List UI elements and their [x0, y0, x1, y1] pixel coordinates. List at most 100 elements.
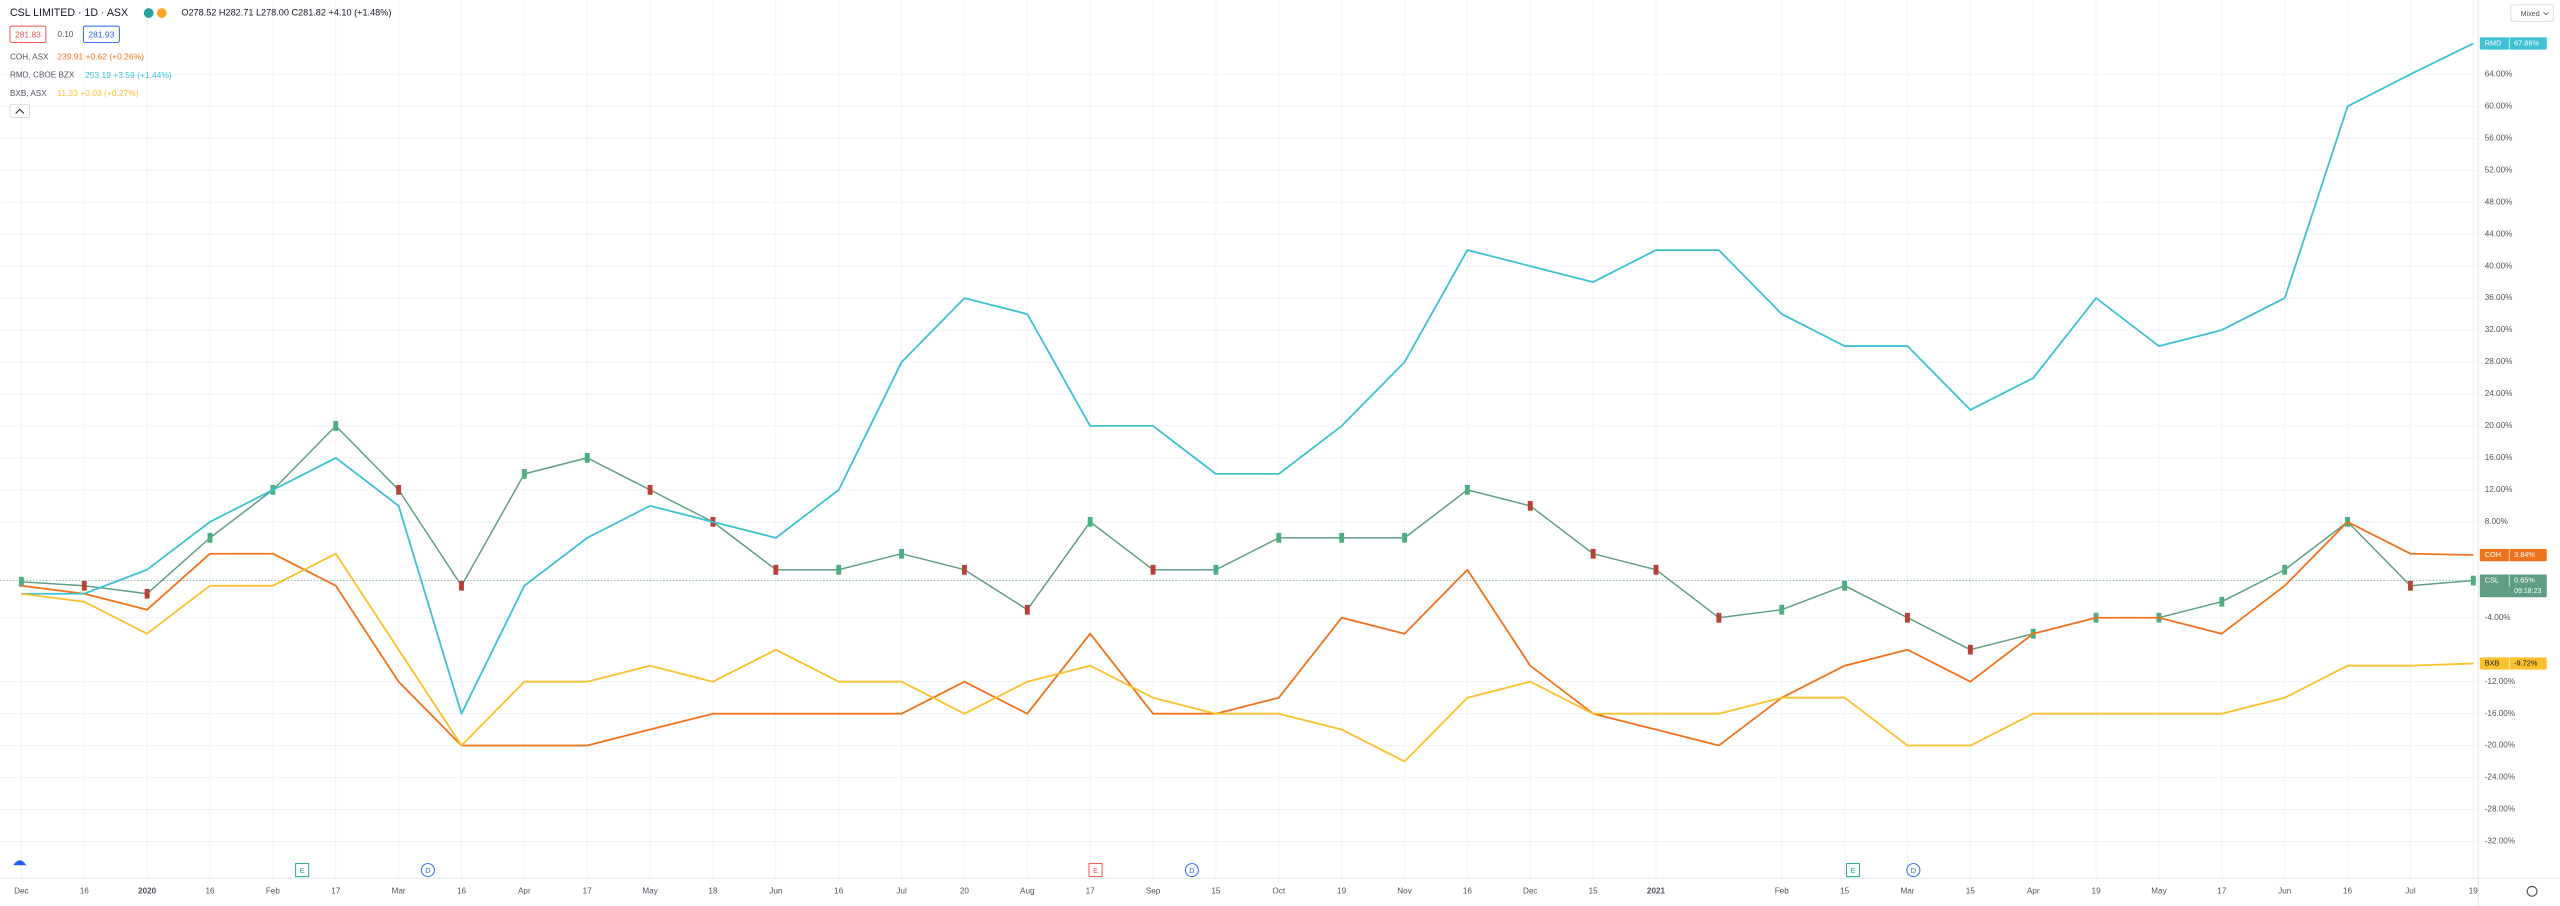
event-badge[interactable]	[1906, 863, 1921, 878]
collapse-icon	[15, 108, 25, 114]
x-tick-label: Jun	[769, 886, 782, 895]
x-tick-label: Jul	[2405, 886, 2416, 895]
y-tick-label: 28.00%	[2485, 357, 2513, 366]
ask-box[interactable]	[82, 25, 120, 43]
candle	[961, 564, 967, 575]
y-tick-label: -24.00%	[2485, 773, 2515, 782]
series-line	[21, 520, 2474, 747]
candle	[1716, 612, 1722, 623]
event-label: D	[425, 866, 430, 875]
candle	[773, 564, 779, 575]
collapse-button[interactable]	[9, 104, 30, 118]
x-tick-label: 18	[708, 886, 718, 895]
candle	[899, 548, 905, 559]
candle	[521, 468, 527, 479]
y-tick-label: 64.00%	[2485, 69, 2513, 78]
event-label: D	[1189, 866, 1194, 875]
y-tick-label: -32.00%	[2485, 837, 2515, 846]
y-tick-label: 44.00%	[2485, 229, 2513, 238]
x-tick-label: 15	[1211, 886, 1221, 895]
x-tick-label: 17	[331, 886, 341, 895]
candle	[1024, 604, 1030, 615]
y-tick-label: -20.00%	[2485, 741, 2515, 750]
bid-box[interactable]	[9, 25, 47, 43]
x-tick-label: 16	[457, 886, 467, 895]
x-tick-label: 15	[1966, 886, 1976, 895]
x-tick-label: Dec	[14, 886, 29, 895]
tag-name: BXB	[2485, 658, 2500, 667]
dropdown-icon	[2543, 11, 2549, 16]
x-tick-label: Feb	[1775, 886, 1790, 895]
header: CSL LIMITED · 1D · ASX O278.52 H282.71 L…	[9, 7, 391, 118]
x-tick-label: 17	[583, 886, 593, 895]
y-tick-label: 52.00%	[2485, 165, 2513, 174]
legend-quote: 253.19 +3.59 (+1.44%)	[85, 70, 172, 80]
x-tick-label: 2020	[138, 886, 157, 895]
event-badge[interactable]	[295, 863, 310, 878]
symbol-title[interactable]: CSL LIMITED · 1D · ASX	[10, 7, 128, 19]
candle	[333, 421, 339, 431]
plot	[0, 42, 2479, 763]
event-badge[interactable]	[1845, 863, 1861, 878]
y-tick-label: -4.00%	[2485, 613, 2511, 622]
event-label: E	[300, 866, 305, 875]
x-tick-label: Aug	[1020, 886, 1035, 895]
price-tag	[2479, 37, 2547, 50]
event-label: D	[1911, 866, 1916, 875]
axes: -32.00% -28.00% -24.00% -20.00% -16.00% -12.0…	[14, 37, 2547, 895]
legend-name[interactable]: RMD, CBOE BZX	[10, 71, 75, 80]
y-tick-label: -28.00%	[2485, 805, 2515, 814]
y-tick-label: -12.00%	[2485, 677, 2515, 686]
tag-value: 67.86%	[2514, 38, 2539, 47]
candle	[144, 588, 150, 599]
y-tick-label: 20.00%	[2485, 421, 2513, 430]
y-tick-label: 48.00%	[2485, 197, 2513, 206]
candle	[647, 484, 653, 495]
ohlc-values: O278.52 H282.71 L278.00 C281.82 +4.10 (+…	[181, 7, 391, 17]
candle	[836, 564, 842, 575]
candle	[1842, 580, 1848, 591]
x-tick-label: 19	[1337, 886, 1347, 895]
countdown: 09:18:23	[2514, 588, 2541, 595]
settings-icon[interactable]	[2526, 885, 2538, 897]
event-badge[interactable]	[420, 863, 435, 878]
candle	[1779, 604, 1785, 615]
y-tick-label: 16.00%	[2485, 453, 2513, 462]
x-tick-label: 19	[2092, 886, 2102, 895]
tag-name: RMD	[2485, 38, 2502, 47]
y-tick-label: 60.00%	[2485, 101, 2513, 110]
event-label: E	[1851, 866, 1856, 875]
candle	[2219, 596, 2225, 607]
candle	[1087, 516, 1093, 527]
grid	[0, 0, 2479, 879]
event-badge[interactable]	[1088, 863, 1103, 878]
legend-name[interactable]: BXB, ASX	[10, 89, 47, 98]
x-tick-label: 17	[2217, 886, 2227, 895]
event-badge[interactable]	[1184, 863, 1199, 878]
legend-name[interactable]: COH, ASX	[10, 52, 49, 61]
x-tick-label: 20	[960, 886, 970, 895]
candle	[459, 580, 464, 591]
candle	[1527, 500, 1533, 511]
x-tick-label: 19	[2469, 886, 2479, 895]
status-dot	[156, 8, 167, 18]
x-tick-label: 16	[80, 886, 90, 895]
candle	[2407, 580, 2413, 591]
x-tick-label: 15	[1589, 886, 1599, 895]
candle	[81, 580, 87, 591]
x-tick-label: Sep	[1146, 886, 1161, 895]
x-tick-label: 16	[834, 886, 844, 895]
x-tick-label: 16	[205, 886, 215, 895]
tag-value: 3.84%	[2514, 550, 2535, 559]
price-tag	[2479, 657, 2547, 670]
x-tick-label: Jun	[2278, 886, 2291, 895]
scale-mode: Mixed	[2521, 10, 2540, 18]
event-label: E	[1093, 866, 1098, 875]
x-tick-label: 16	[2343, 886, 2353, 895]
scale-mode-button[interactable]	[2510, 4, 2554, 22]
tag-value: 0.65%	[2514, 576, 2535, 585]
candle	[1276, 532, 1282, 543]
candle	[1653, 564, 1659, 575]
